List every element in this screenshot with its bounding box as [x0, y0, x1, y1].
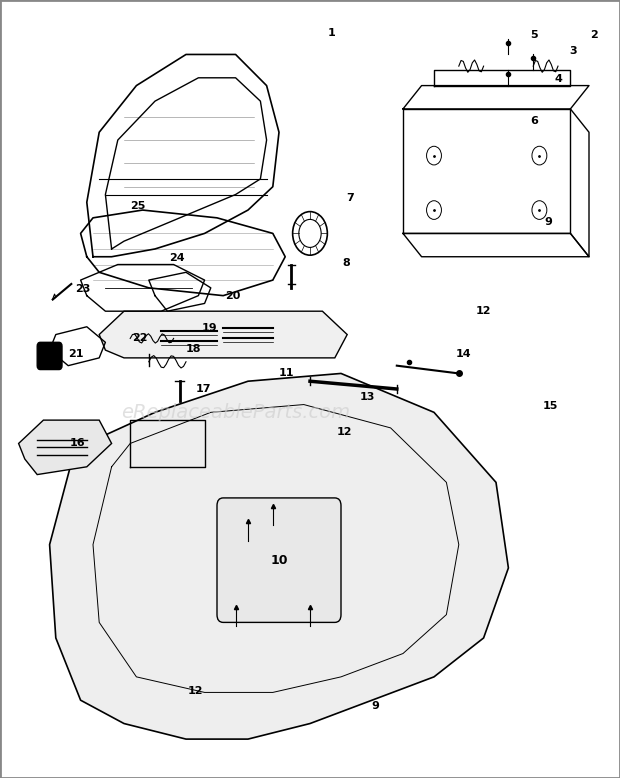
Text: 1: 1: [328, 29, 335, 38]
Text: 23: 23: [75, 285, 90, 294]
Text: 18: 18: [186, 344, 201, 353]
Text: 20: 20: [225, 291, 240, 300]
Text: 17: 17: [196, 384, 211, 394]
Text: eReplaceableParts.com: eReplaceableParts.com: [121, 403, 350, 422]
Text: 9: 9: [545, 217, 552, 226]
Polygon shape: [50, 373, 508, 739]
Polygon shape: [99, 311, 347, 358]
Text: 14: 14: [455, 349, 471, 359]
Text: 9: 9: [371, 702, 379, 711]
Text: 3: 3: [570, 46, 577, 55]
Polygon shape: [19, 420, 112, 475]
Text: 21: 21: [68, 349, 83, 359]
Text: 19: 19: [202, 324, 218, 333]
Text: 12: 12: [476, 307, 491, 316]
FancyBboxPatch shape: [37, 342, 62, 370]
Text: 24: 24: [169, 254, 185, 263]
Text: 7: 7: [347, 194, 354, 203]
Text: 12: 12: [336, 427, 352, 436]
Text: 13: 13: [360, 392, 375, 401]
Text: 22: 22: [131, 334, 148, 343]
Text: 11: 11: [279, 369, 294, 378]
Text: 5: 5: [531, 30, 538, 40]
Text: 6: 6: [531, 116, 538, 125]
Text: 8: 8: [342, 258, 350, 268]
Text: 15: 15: [543, 401, 558, 411]
Text: 2: 2: [590, 30, 598, 40]
FancyBboxPatch shape: [217, 498, 341, 622]
Text: 10: 10: [270, 554, 288, 566]
Text: 4: 4: [554, 75, 562, 84]
Text: 12: 12: [187, 686, 203, 696]
Text: 16: 16: [69, 439, 86, 448]
Text: 25: 25: [130, 202, 145, 211]
